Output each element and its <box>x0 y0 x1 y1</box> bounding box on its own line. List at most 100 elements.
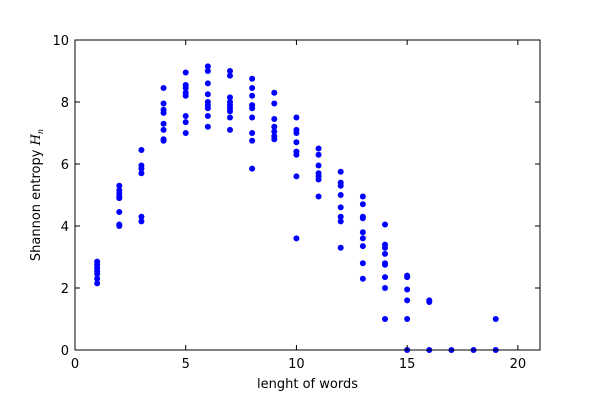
data-point <box>249 85 256 92</box>
data-point <box>182 119 189 126</box>
data-point <box>337 218 344 225</box>
data-point <box>315 151 322 158</box>
data-point <box>337 213 344 220</box>
data-point <box>160 126 167 133</box>
x-tick-label: 20 <box>510 357 527 372</box>
data-point <box>249 92 256 99</box>
data-point <box>315 162 322 169</box>
data-point <box>271 89 278 96</box>
data-point <box>271 128 278 135</box>
data-point <box>293 114 300 121</box>
data-point <box>227 126 233 133</box>
data-point <box>271 116 278 123</box>
data-point <box>293 235 300 242</box>
data-point <box>138 170 145 177</box>
data-point <box>359 215 366 222</box>
data-point <box>204 123 211 130</box>
data-point <box>382 250 388 257</box>
data-point <box>382 261 388 268</box>
data-point <box>249 105 256 112</box>
y-tick-label: 10 <box>52 34 69 49</box>
x-tick-label: 5 <box>182 357 190 372</box>
data-point <box>359 243 366 250</box>
data-point <box>116 209 123 216</box>
data-point <box>315 145 322 152</box>
data-point <box>182 130 189 136</box>
data-point <box>94 280 101 287</box>
data-point <box>271 136 278 143</box>
data-point <box>337 204 344 211</box>
data-point <box>293 130 300 136</box>
data-point <box>249 130 256 136</box>
data-point <box>160 137 167 144</box>
data-point <box>404 286 411 293</box>
data-point <box>337 182 344 189</box>
data-point <box>293 151 300 158</box>
data-point <box>382 316 388 322</box>
data-point <box>182 92 189 99</box>
data-point <box>204 91 211 98</box>
data-point <box>160 100 167 107</box>
data-point <box>116 223 123 229</box>
data-point <box>293 139 300 146</box>
data-point <box>382 274 388 281</box>
data-point <box>359 201 366 208</box>
data-point <box>204 105 211 112</box>
data-point <box>249 165 256 172</box>
data-point <box>116 182 123 189</box>
data-point <box>382 285 388 291</box>
data-point <box>315 193 322 200</box>
axis-ticks: 0 5 10 15 20 0 2 4 6 8 10 <box>52 34 540 372</box>
data-point <box>293 173 300 180</box>
data-point <box>382 221 388 228</box>
data-point <box>204 68 211 74</box>
x-tick-label: 15 <box>399 357 416 372</box>
data-point <box>337 192 344 198</box>
data-point <box>249 137 256 144</box>
data-point <box>160 85 167 92</box>
data-point <box>359 260 366 267</box>
data-point <box>138 213 145 220</box>
data-point <box>94 271 101 278</box>
y-tick-label: 6 <box>61 158 69 173</box>
data-point <box>138 165 145 172</box>
data-point <box>116 195 123 202</box>
data-point <box>404 316 411 322</box>
data-point <box>138 147 145 154</box>
data-point <box>404 297 411 304</box>
data-point <box>204 63 211 70</box>
data-point <box>337 168 344 175</box>
data-point <box>271 100 278 107</box>
data-point <box>227 68 233 74</box>
data-point <box>271 123 278 130</box>
data-point <box>337 244 344 251</box>
data-point <box>315 176 322 183</box>
y-tick-label: 8 <box>61 96 69 111</box>
data-point <box>182 69 189 76</box>
data-point <box>227 114 233 121</box>
data-point <box>160 109 167 116</box>
plot-frame <box>74 39 541 351</box>
data-point <box>426 298 433 305</box>
x-tick-label: 10 <box>288 357 305 372</box>
data-point <box>94 275 101 282</box>
y-tick-label: 2 <box>61 282 69 297</box>
data-point <box>227 72 233 79</box>
data-point <box>227 94 233 101</box>
data-points <box>94 63 499 353</box>
data-point <box>359 275 366 282</box>
data-point <box>249 75 256 82</box>
data-point <box>160 120 167 127</box>
data-point <box>204 112 211 119</box>
y-axis-label: Shannon entropy Hn <box>29 129 45 261</box>
data-point <box>227 108 233 115</box>
y-tick-label: 0 <box>61 344 69 359</box>
x-axis-label: lenght of words <box>257 377 358 392</box>
data-point <box>404 274 411 281</box>
data-point <box>492 316 499 322</box>
data-point <box>382 244 388 251</box>
data-point <box>182 85 189 92</box>
data-point <box>359 193 366 200</box>
data-point <box>182 112 189 119</box>
